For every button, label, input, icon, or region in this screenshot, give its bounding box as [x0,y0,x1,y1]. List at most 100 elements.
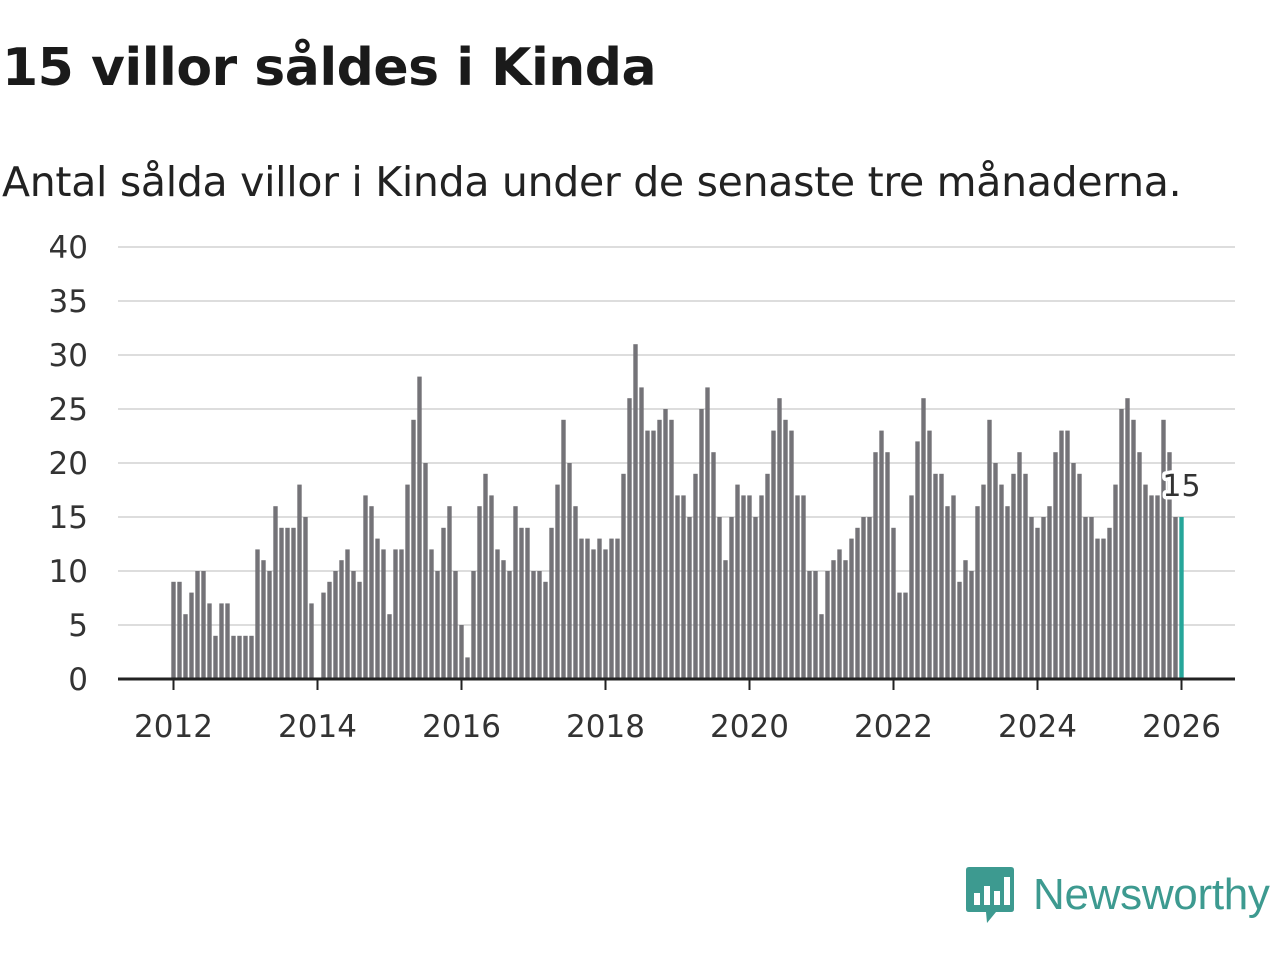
bar [723,560,728,679]
bar [1161,419,1166,679]
bar [213,635,218,679]
bar [1053,452,1058,679]
bar [891,527,896,679]
chart-subtitle: Antal sålda villor i Kinda under de sena… [2,158,1182,206]
bar [1023,473,1028,679]
bar [201,571,206,679]
bar [1131,419,1136,679]
bar [273,506,278,679]
bar [441,527,446,679]
bar [633,344,638,679]
bar [1047,506,1052,679]
bar [831,560,836,679]
bar [807,571,812,679]
x-tick-label: 2022 [854,709,933,745]
bar [1059,430,1064,679]
bar [645,430,650,679]
bar [753,517,758,679]
bar [561,419,566,679]
bar [801,495,806,679]
bar [1041,517,1046,679]
bar [909,495,914,679]
bar [345,549,350,679]
bar [1113,484,1118,679]
y-tick-label: 15 [49,500,88,536]
bar [303,517,308,679]
bar [549,527,554,679]
bar [981,484,986,679]
bar [729,517,734,679]
bar [687,517,692,679]
x-tick-label: 2012 [134,709,213,745]
bar [585,538,590,679]
bar [339,560,344,679]
y-tick-label: 35 [49,284,88,320]
bar [1065,430,1070,679]
bar [183,614,188,679]
bar [945,506,950,679]
bar [903,592,908,679]
bar [675,495,680,679]
bar [897,592,902,679]
bar [795,495,800,679]
bar [489,495,494,679]
bar [771,430,776,679]
bar [915,441,920,679]
bar [699,409,704,679]
bar [231,635,236,679]
annotations: 15 [1159,466,1204,508]
bar [285,527,290,679]
bar [855,527,860,679]
bar [639,387,644,679]
bar [933,473,938,679]
bar [609,538,614,679]
bar [1167,452,1172,679]
chart-title: 15 villor såldes i Kinda [2,38,657,98]
bar [603,549,608,679]
x-tick-label: 2026 [1142,709,1221,745]
bar [1083,517,1088,679]
x-axis: 2012 2014 2016 2018 2020 2022 2024 2026 [118,677,1235,745]
bar [519,527,524,679]
bar [1095,538,1100,679]
bar [1143,484,1148,679]
bar [1149,495,1154,679]
bar [1107,527,1112,679]
y-tick-label: 25 [49,392,88,428]
newsworthy-logo[interactable]: Newsworthy [965,865,1270,925]
y-tick-label: 20 [49,446,88,482]
bar [591,549,596,679]
bar [663,409,668,679]
bar [477,506,482,679]
bar [429,549,434,679]
bars [171,344,1184,679]
bar [333,571,338,679]
bar [351,571,356,679]
bar [747,495,752,679]
x-tick-label: 2024 [998,709,1077,745]
bar [447,506,452,679]
bar [627,398,632,679]
y-tick-label: 5 [68,608,88,644]
bar [759,495,764,679]
bar [567,463,572,679]
bar [873,452,878,679]
bar [885,452,890,679]
bar [789,430,794,679]
bar [291,527,296,679]
bar [369,506,374,679]
x-tick-label: 2014 [278,709,357,745]
bar [735,484,740,679]
bar [1173,517,1178,679]
bar [867,517,872,679]
y-axis-ticks: 0 5 10 15 20 25 30 35 40 [49,230,88,698]
bar [651,430,656,679]
bar [843,560,848,679]
bar [279,527,284,679]
bar [849,538,854,679]
bar [507,571,512,679]
bar [267,571,272,679]
bar [249,635,254,679]
bar [237,635,242,679]
bar [1029,517,1034,679]
